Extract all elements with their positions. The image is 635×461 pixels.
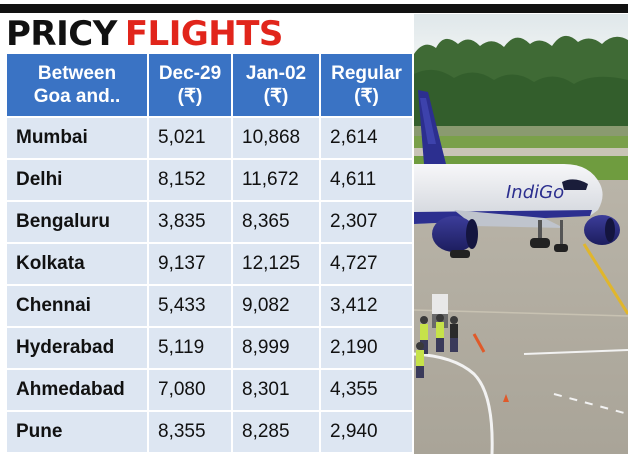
table-cell-dec29: 5,021 bbox=[149, 118, 231, 158]
table-row-city: Hyderabad bbox=[7, 328, 147, 368]
column-header-line2: (₹) bbox=[354, 86, 379, 107]
table-cell-jan02: 8,999 bbox=[233, 328, 319, 368]
table-cell-regular: 2,307 bbox=[321, 202, 412, 242]
column-header-regular: Regular (₹) bbox=[321, 54, 412, 116]
column-header-dec29: Dec-29 (₹) bbox=[149, 54, 231, 116]
title-word-flights: FLIGHTS bbox=[124, 14, 284, 54]
airline-livery-text: IndiGo bbox=[506, 182, 564, 203]
table-row-city: Chennai bbox=[7, 286, 147, 326]
table-cell-regular: 2,190 bbox=[321, 328, 412, 368]
column-header-line1: Jan-02 bbox=[245, 63, 307, 84]
table-cell-regular: 2,614 bbox=[321, 118, 412, 158]
column-header-line1: Dec-29 bbox=[158, 63, 222, 84]
table-cell-regular: 4,611 bbox=[321, 160, 412, 200]
table-cell-jan02: 12,125 bbox=[233, 244, 319, 284]
column-header-line1: Between bbox=[37, 63, 117, 84]
column-header-line2: Goa and.. bbox=[33, 86, 121, 107]
table-row-city: Delhi bbox=[7, 160, 147, 200]
table-cell-regular: 2,940 bbox=[321, 412, 412, 452]
table-cell-dec29: 9,137 bbox=[149, 244, 231, 284]
column-header-line1: Regular bbox=[331, 63, 402, 84]
table-cell-regular: 4,727 bbox=[321, 244, 412, 284]
column-header-line2: (₹) bbox=[177, 86, 203, 107]
table-cell-regular: 4,355 bbox=[321, 370, 412, 410]
table-cell-dec29: 3,835 bbox=[149, 202, 231, 242]
top-rule bbox=[0, 4, 628, 13]
table-cell-dec29: 5,433 bbox=[149, 286, 231, 326]
table-cell-dec29: 5,119 bbox=[149, 328, 231, 368]
column-header-line2: (₹) bbox=[263, 86, 289, 107]
title-word-pricy: PRICY bbox=[6, 14, 117, 54]
table-row-city: Ahmedabad bbox=[7, 370, 147, 410]
aircraft-photo: IndiGo bbox=[414, 14, 628, 454]
table-row-city: Kolkata bbox=[7, 244, 147, 284]
table-cell-jan02: 8,365 bbox=[233, 202, 319, 242]
table-cell-jan02: 10,868 bbox=[233, 118, 319, 158]
table-cell-dec29: 8,152 bbox=[149, 160, 231, 200]
table-cell-jan02: 9,082 bbox=[233, 286, 319, 326]
table-cell-jan02: 8,301 bbox=[233, 370, 319, 410]
table-cell-dec29: 8,355 bbox=[149, 412, 231, 452]
table-cell-dec29: 7,080 bbox=[149, 370, 231, 410]
column-header-destination: Between Goa and.. bbox=[7, 54, 147, 116]
table-row-city: Bengaluru bbox=[7, 202, 147, 242]
table-cell-regular: 3,412 bbox=[321, 286, 412, 326]
fare-table: Between Goa and.. Dec-29 (₹) Jan-02 (₹) Regula… bbox=[7, 54, 412, 452]
table-cell-jan02: 8,285 bbox=[233, 412, 319, 452]
column-header-jan02: Jan-02 (₹) bbox=[233, 54, 319, 116]
table-cell-jan02: 11,672 bbox=[233, 160, 319, 200]
table-row-city: Mumbai bbox=[7, 118, 147, 158]
page-title: PRICY FLIGHTS bbox=[6, 14, 283, 54]
table-row-city: Pune bbox=[7, 412, 147, 452]
